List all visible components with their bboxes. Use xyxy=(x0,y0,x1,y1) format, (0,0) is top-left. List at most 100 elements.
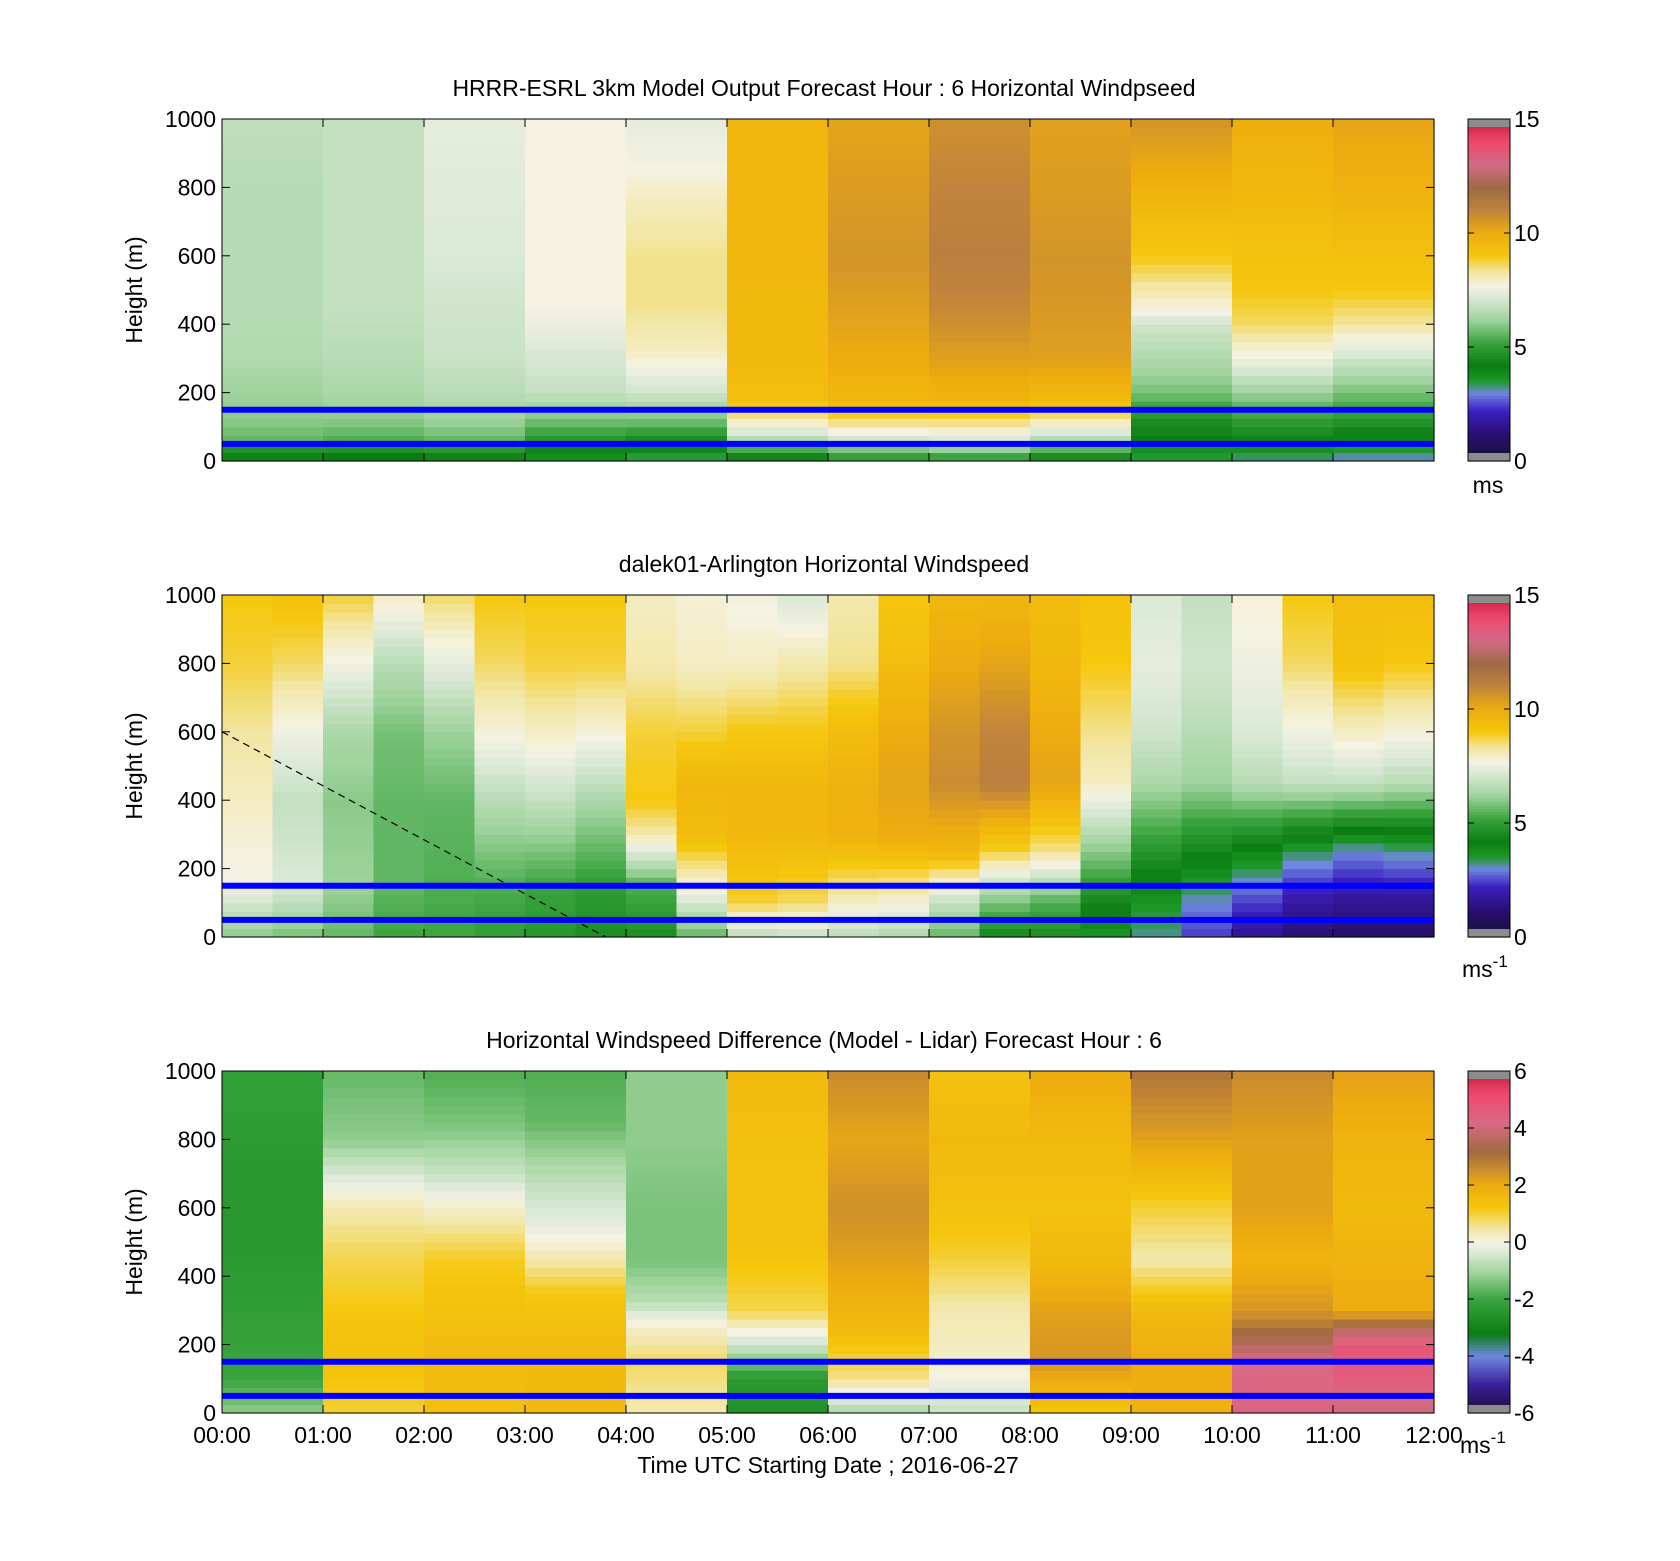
heatmap-cell xyxy=(323,612,375,622)
heatmap-cell xyxy=(878,757,930,767)
heatmap-cell xyxy=(222,680,274,690)
heatmap-cell xyxy=(777,877,829,887)
heatmap-cell xyxy=(828,204,930,214)
heatmap-cell xyxy=(626,1353,728,1363)
colorbar-segment xyxy=(1468,914,1510,918)
heatmap-cell xyxy=(272,808,324,818)
heatmap-cell xyxy=(878,868,930,878)
colorbar-segment xyxy=(1468,1165,1510,1169)
heatmap-cell xyxy=(424,851,476,861)
heatmap-cell xyxy=(474,620,526,630)
heatmap-cell xyxy=(424,800,476,810)
heatmap-cell xyxy=(626,153,728,163)
heatmap-cell xyxy=(424,1361,526,1371)
heatmap-cell xyxy=(474,868,526,878)
heatmap-column xyxy=(222,119,324,462)
heatmap-cell xyxy=(626,1327,728,1337)
heatmap-cell xyxy=(525,1242,627,1252)
colorbar-segment xyxy=(1468,614,1510,619)
heatmap-cell xyxy=(1383,731,1435,741)
heatmap-cell xyxy=(575,697,627,707)
heatmap-cell xyxy=(474,723,526,733)
heatmap-cell xyxy=(272,834,324,844)
heatmap-cell xyxy=(474,680,526,690)
heatmap-cell xyxy=(1232,1190,1334,1200)
heatmap-cell xyxy=(525,1267,627,1277)
heatmap-cell xyxy=(1131,1216,1233,1226)
heatmap-cell xyxy=(626,919,678,930)
heatmap-cell xyxy=(1181,808,1233,818)
heatmap-cell xyxy=(525,1310,627,1320)
heatmap-cell xyxy=(1131,885,1183,895)
heatmap-cell xyxy=(222,603,274,613)
colorbar-segment xyxy=(1468,1244,1510,1249)
heatmap-cell xyxy=(222,689,274,699)
colorbar-segment xyxy=(1468,925,1510,930)
colorbar-segment xyxy=(1468,1139,1510,1143)
heatmap-cell xyxy=(828,255,930,265)
heatmap-cell xyxy=(525,1259,627,1269)
heatmap-cell xyxy=(1232,919,1284,930)
colorbar-segment xyxy=(1468,825,1510,830)
colorbar-segment xyxy=(1468,141,1510,146)
heatmap-cell xyxy=(979,697,1031,707)
heatmap-cell xyxy=(323,663,375,673)
heatmap-cell xyxy=(222,1301,324,1311)
heatmap-cell xyxy=(1333,255,1435,265)
heatmap-cell xyxy=(424,1276,526,1286)
heatmap-cell xyxy=(676,842,728,853)
heatmap-cell xyxy=(626,629,678,639)
heatmap-cell xyxy=(828,298,930,308)
heatmap-cell xyxy=(727,680,779,690)
heatmap-cell xyxy=(424,842,476,853)
heatmap-cell xyxy=(424,663,476,673)
heatmap-cell xyxy=(1383,748,1435,759)
heatmap-cell xyxy=(1333,1361,1435,1371)
heatmap-cell xyxy=(323,332,425,342)
heatmap-cell xyxy=(272,757,324,767)
heatmap-cell xyxy=(525,264,627,274)
heatmap-cell xyxy=(878,740,930,750)
colorbar-segment xyxy=(1468,1156,1510,1160)
heatmap-cell xyxy=(424,1404,526,1414)
heatmap-cell xyxy=(424,452,526,462)
heatmap-cell xyxy=(1232,629,1284,639)
heatmap-cell xyxy=(323,401,425,411)
heatmap-cell xyxy=(424,731,476,741)
heatmap-cell xyxy=(323,1173,425,1183)
heatmap-cell xyxy=(626,1105,728,1115)
heatmap-cell xyxy=(1232,1361,1334,1371)
heatmap-cell xyxy=(222,153,324,163)
heatmap-cell xyxy=(626,766,678,776)
colorbar-segment xyxy=(1468,1182,1510,1186)
colorbar-segment xyxy=(1468,241,1510,245)
heatmap-cell xyxy=(424,612,476,622)
heatmap-cell xyxy=(474,911,526,921)
colorbar-segment xyxy=(1468,1344,1510,1349)
heatmap-cell xyxy=(676,928,728,938)
heatmap-cell xyxy=(828,443,930,454)
heatmap-cell xyxy=(727,689,779,699)
heatmap-cell xyxy=(626,1404,728,1414)
heatmap-cell xyxy=(323,714,375,724)
heatmap-column xyxy=(878,595,930,938)
heatmap-cell xyxy=(828,894,880,904)
colorbar-segment xyxy=(1468,173,1510,177)
heatmap-cell xyxy=(474,817,526,827)
heatmap-cell xyxy=(727,435,829,445)
heatmap-cell xyxy=(1333,1233,1435,1243)
heatmap-cell xyxy=(929,1233,1031,1243)
heatmap-cell xyxy=(929,1284,1031,1294)
colorbar-segment xyxy=(1468,147,1510,151)
heatmap-cell xyxy=(676,911,728,921)
heatmap-cell xyxy=(1131,384,1233,394)
y-tick-label: 400 xyxy=(178,311,216,337)
heatmap-cell xyxy=(1080,629,1132,639)
heatmap-cell xyxy=(1030,740,1082,750)
colorbar-segment xyxy=(1468,1327,1510,1331)
heatmap-cell xyxy=(676,825,728,835)
heatmap-cell xyxy=(1333,401,1435,411)
heatmap-cell xyxy=(1333,774,1385,784)
heatmap-cell xyxy=(1030,680,1082,690)
heatmap-cell xyxy=(1333,264,1435,274)
